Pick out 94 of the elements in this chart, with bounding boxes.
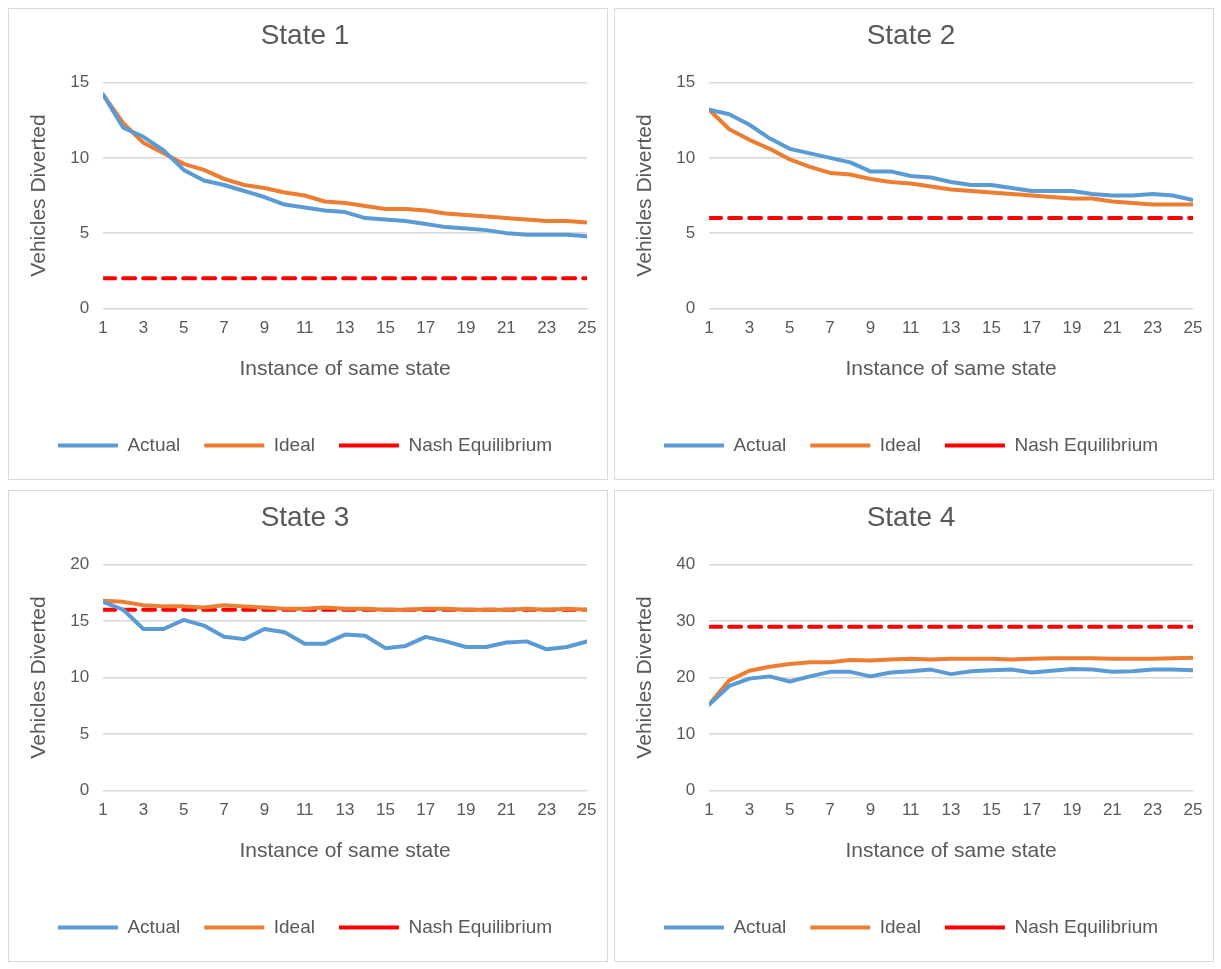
y-axis-title: Vehicles Diverted: [632, 596, 656, 759]
y-tick-label: 0: [685, 780, 696, 800]
x-tick-label: 23: [1143, 318, 1163, 338]
x-tick-label: 23: [1143, 800, 1163, 820]
y-tick-label: 0: [79, 298, 90, 318]
y-tick-label: 30: [676, 610, 696, 630]
x-tick-label: 23: [537, 800, 557, 820]
x-tick-label: 3: [744, 800, 755, 820]
x-tick-label: 17: [1022, 800, 1042, 820]
legend-label: Actual: [733, 433, 787, 455]
x-axis-title: Instance of same state: [239, 356, 451, 380]
y-tick-label: 10: [70, 147, 90, 167]
y-axis-title: Vehicles Diverted: [632, 114, 656, 277]
x-tick-label: 25: [577, 800, 597, 820]
x-tick-label: 5: [785, 800, 795, 820]
y-tick-label: 40: [676, 554, 696, 574]
x-tick-label: 7: [825, 800, 835, 820]
x-tick-label: 17: [416, 318, 436, 338]
y-tick-label: 10: [70, 667, 90, 687]
x-tick-label: 9: [865, 800, 876, 820]
y-tick-label: 15: [676, 72, 696, 92]
x-tick-label: 9: [259, 800, 270, 820]
x-tick-label: 21: [1102, 318, 1122, 338]
x-tick-label: 1: [98, 318, 108, 338]
legend-label: Ideal: [879, 915, 921, 937]
legend-label: Nash Equilibrium: [1014, 915, 1159, 937]
y-tick-label: 20: [70, 554, 90, 574]
x-tick-label: 17: [1022, 318, 1042, 338]
legend-label: Nash Equilibrium: [408, 915, 553, 937]
y-tick-label: 10: [676, 723, 696, 743]
x-tick-label: 7: [825, 318, 835, 338]
x-tick-label: 19: [1062, 800, 1082, 820]
x-tick-label: 1: [704, 800, 714, 820]
x-tick-label: 21: [496, 800, 516, 820]
x-tick-label: 13: [941, 800, 961, 820]
x-tick-label: 3: [744, 318, 755, 338]
x-tick-label: 9: [865, 318, 876, 338]
x-tick-label: 13: [941, 318, 961, 338]
y-tick-label: 15: [70, 72, 90, 92]
x-tick-label: 23: [537, 318, 557, 338]
x-tick-label: 13: [335, 800, 355, 820]
x-tick-label: 13: [335, 318, 355, 338]
x-tick-label: 19: [1062, 318, 1082, 338]
x-tick-label: 19: [456, 318, 476, 338]
y-tick-label: 0: [685, 298, 696, 318]
y-tick-label: 0: [79, 780, 90, 800]
x-tick-label: 5: [785, 318, 795, 338]
y-tick-label: 5: [79, 222, 90, 242]
x-tick-label: 19: [456, 800, 476, 820]
y-tick-label: 20: [676, 667, 696, 687]
y-tick-label: 5: [685, 222, 696, 242]
legend-label: Ideal: [273, 915, 315, 937]
y-tick-label: 15: [70, 610, 90, 630]
x-axis-title: Instance of same state: [845, 356, 1057, 380]
x-tick-label: 15: [375, 800, 395, 820]
x-tick-label: 11: [295, 800, 314, 820]
x-tick-label: 21: [1102, 800, 1122, 820]
x-tick-label: 25: [1183, 318, 1203, 338]
legend-label: Actual: [733, 915, 787, 937]
x-tick-label: 1: [704, 318, 714, 338]
x-tick-label: 17: [416, 800, 436, 820]
y-tick-label: 10: [676, 147, 696, 167]
x-tick-label: 15: [375, 318, 395, 338]
x-tick-label: 11: [295, 318, 314, 338]
legend-label: Ideal: [879, 433, 921, 455]
chart-title: State 1: [260, 18, 350, 50]
legend-label: Actual: [127, 915, 181, 937]
x-tick-label: 21: [496, 318, 516, 338]
x-tick-label: 7: [219, 318, 229, 338]
chart-title: State 2: [866, 18, 956, 50]
x-tick-label: 3: [138, 800, 149, 820]
x-tick-label: 9: [259, 318, 270, 338]
x-tick-label: 25: [577, 318, 597, 338]
legend-label: Nash Equilibrium: [408, 433, 553, 455]
legend-label: Ideal: [273, 433, 315, 455]
chart-title: State 3: [260, 500, 350, 532]
x-tick-label: 15: [981, 800, 1001, 820]
legend-label: Actual: [127, 433, 181, 455]
y-tick-label: 5: [79, 723, 90, 743]
legend-label: Nash Equilibrium: [1014, 433, 1159, 455]
x-tick-label: 11: [901, 800, 920, 820]
y-axis-title: Vehicles Diverted: [26, 114, 50, 277]
x-tick-label: 25: [1183, 800, 1203, 820]
x-tick-label: 5: [179, 800, 189, 820]
x-tick-label: 15: [981, 318, 1001, 338]
x-tick-label: 7: [219, 800, 229, 820]
x-tick-label: 5: [179, 318, 189, 338]
x-tick-label: 1: [98, 800, 108, 820]
chart-title: State 4: [866, 500, 956, 532]
x-tick-label: 3: [138, 318, 149, 338]
x-axis-title: Instance of same state: [239, 838, 451, 862]
y-axis-title: Vehicles Diverted: [26, 596, 50, 759]
x-axis-title: Instance of same state: [845, 838, 1057, 862]
x-tick-label: 11: [901, 318, 920, 338]
